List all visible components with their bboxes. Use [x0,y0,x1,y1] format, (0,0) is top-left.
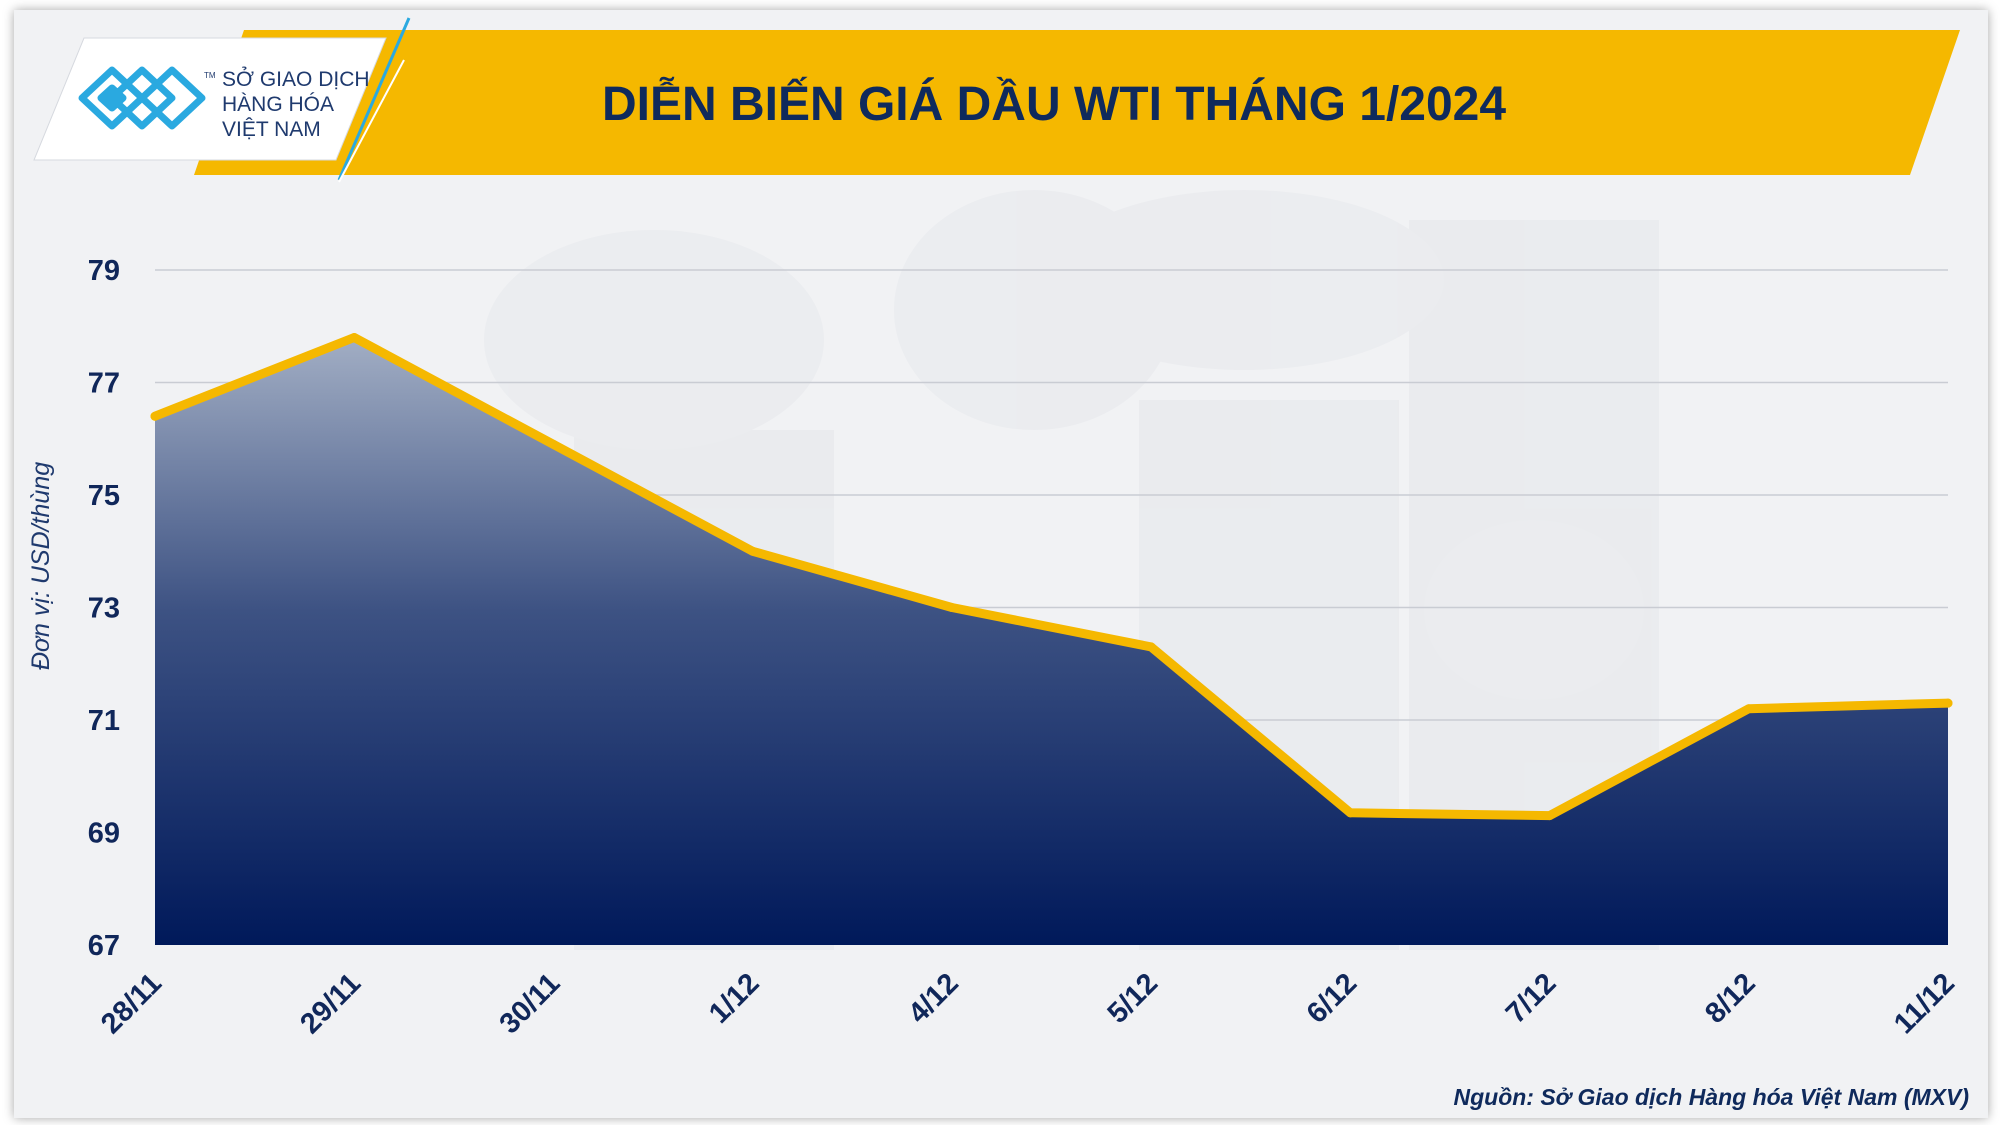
x-tick-label: 29/11 [294,967,367,1040]
x-tick-label: 6/12 [1301,967,1364,1030]
logo-line-3: VIỆT NAM [222,118,321,141]
data-point [1744,704,1754,714]
logo: TM SỞ GIAO DỊCH HÀNG HÓA VIỆT NAM [33,17,411,183]
page-title: DIỄN BIẾN GIÁ DẦU WTI THÁNG 1/2024 [602,77,1506,131]
banner-bar [194,30,1960,175]
data-point [748,546,758,556]
y-tick-label: 79 [88,255,120,287]
chart-canvas: DIỄN BIẾN GIÁ DẦU WTI THÁNG 1/2024 TM SỞ… [27,17,1969,1110]
y-tick-label: 75 [88,480,120,512]
logo-line-1: SỞ GIAO DỊCH [222,67,370,91]
x-tick-label: 11/12 [1888,967,1961,1040]
y-tick-label: 67 [88,930,120,962]
x-tick-label: 5/12 [1102,967,1165,1030]
logo-mark-icon [78,66,206,130]
y-tick-label: 73 [88,593,120,625]
logo-tm: TM [204,71,216,80]
series-line [150,333,1953,821]
plot-area [150,333,1953,945]
y-axis-ticks: 67 69 71 73 75 77 79 [88,255,120,962]
x-tick-label: 7/12 [1500,967,1563,1030]
y-tick-label: 71 [88,705,120,737]
source-note: Nguồn: Sở Giao dịch Hàng hóa Việt Nam (M… [1453,1084,1969,1110]
data-point [1345,808,1355,818]
x-tick-label: 30/11 [494,967,567,1040]
x-tick-label: 1/12 [703,967,766,1030]
y-tick-label: 77 [88,368,120,400]
chart-frame: DIỄN BIẾN GIÁ DẦU WTI THÁNG 1/2024 TM SỞ… [14,10,1988,1118]
data-point [947,603,957,612]
x-tick-label: 4/12 [902,967,965,1030]
title-banner: DIỄN BIẾN GIÁ DẦU WTI THÁNG 1/2024 [194,30,1960,175]
data-point [1545,811,1555,821]
data-point [349,333,359,342]
background-decoration [484,190,1659,950]
y-tick-label: 69 [88,818,120,850]
logo-line-2: HÀNG HÓA [222,93,334,116]
x-tick-label: 28/11 [95,967,168,1040]
data-point [1146,642,1156,652]
area-fill [155,337,1948,945]
data-point [1943,698,1953,708]
x-axis-ticks: 28/11 29/11 30/11 1/12 4/12 5/12 6/12 7/12 8/12 1… [95,967,1961,1040]
data-point [548,439,558,449]
x-tick-label: 8/12 [1699,967,1762,1030]
y-axis-label: Đơn vị: USD/thùng [27,462,55,670]
data-point [150,411,160,421]
